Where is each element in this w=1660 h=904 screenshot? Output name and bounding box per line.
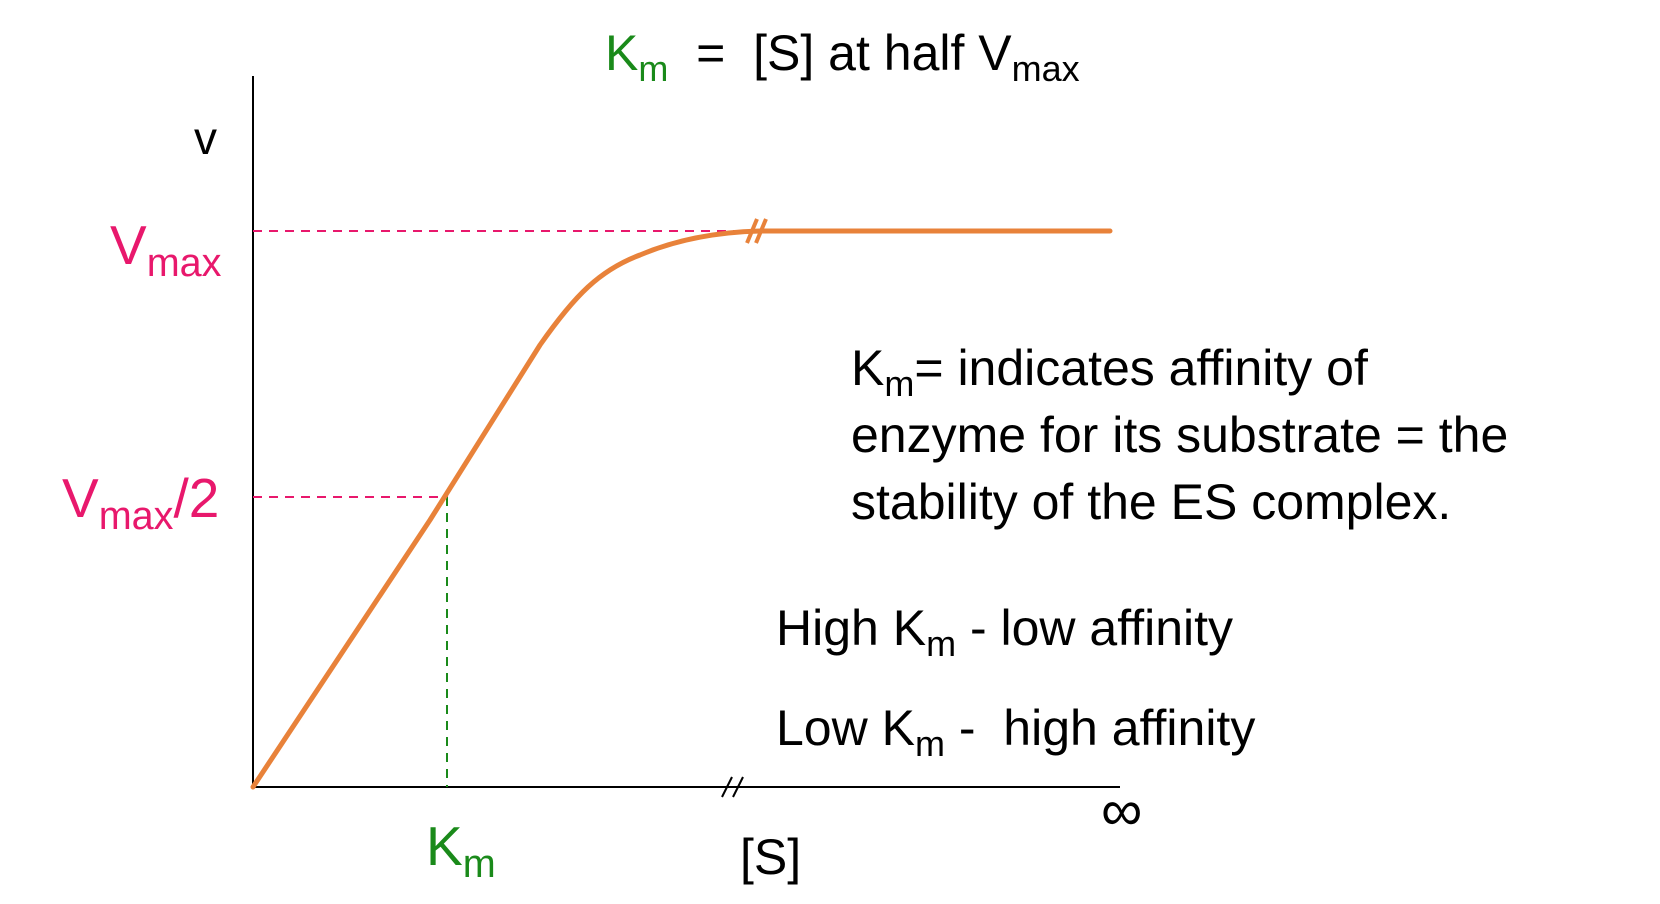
x-axis-label: [S]: [740, 829, 802, 885]
description-line-1: Km= indicates affinity of: [851, 340, 1368, 404]
title-text: = [S] at half V: [682, 25, 1012, 81]
high-km-note: High Km - low affinity: [776, 600, 1234, 664]
x-axis-break-mark: [721, 776, 744, 798]
description-line-3: stability of the ES complex.: [851, 474, 1452, 530]
vmax-label: Vmax: [110, 214, 222, 285]
curve-break-mark: [745, 218, 768, 244]
title-vmax-sub: max: [1011, 47, 1080, 89]
description-line-2: enzyme for its substrate = the: [851, 407, 1509, 463]
low-km-note: Low Km - high affinity: [776, 700, 1256, 764]
diagram-title: Km = [S] at half Vmax: [605, 25, 1080, 89]
km-description: Km= indicates affinity of enzyme for its…: [851, 335, 1508, 536]
half-vmax-label: Vmax/2: [62, 467, 220, 538]
title-km: Km: [605, 25, 669, 89]
x-axis-infinity-label: ∞: [1101, 778, 1143, 843]
km-axis-label: Km: [426, 815, 496, 886]
velocity-curve: [250, 228, 1113, 790]
y-axis-label: v: [194, 112, 217, 164]
